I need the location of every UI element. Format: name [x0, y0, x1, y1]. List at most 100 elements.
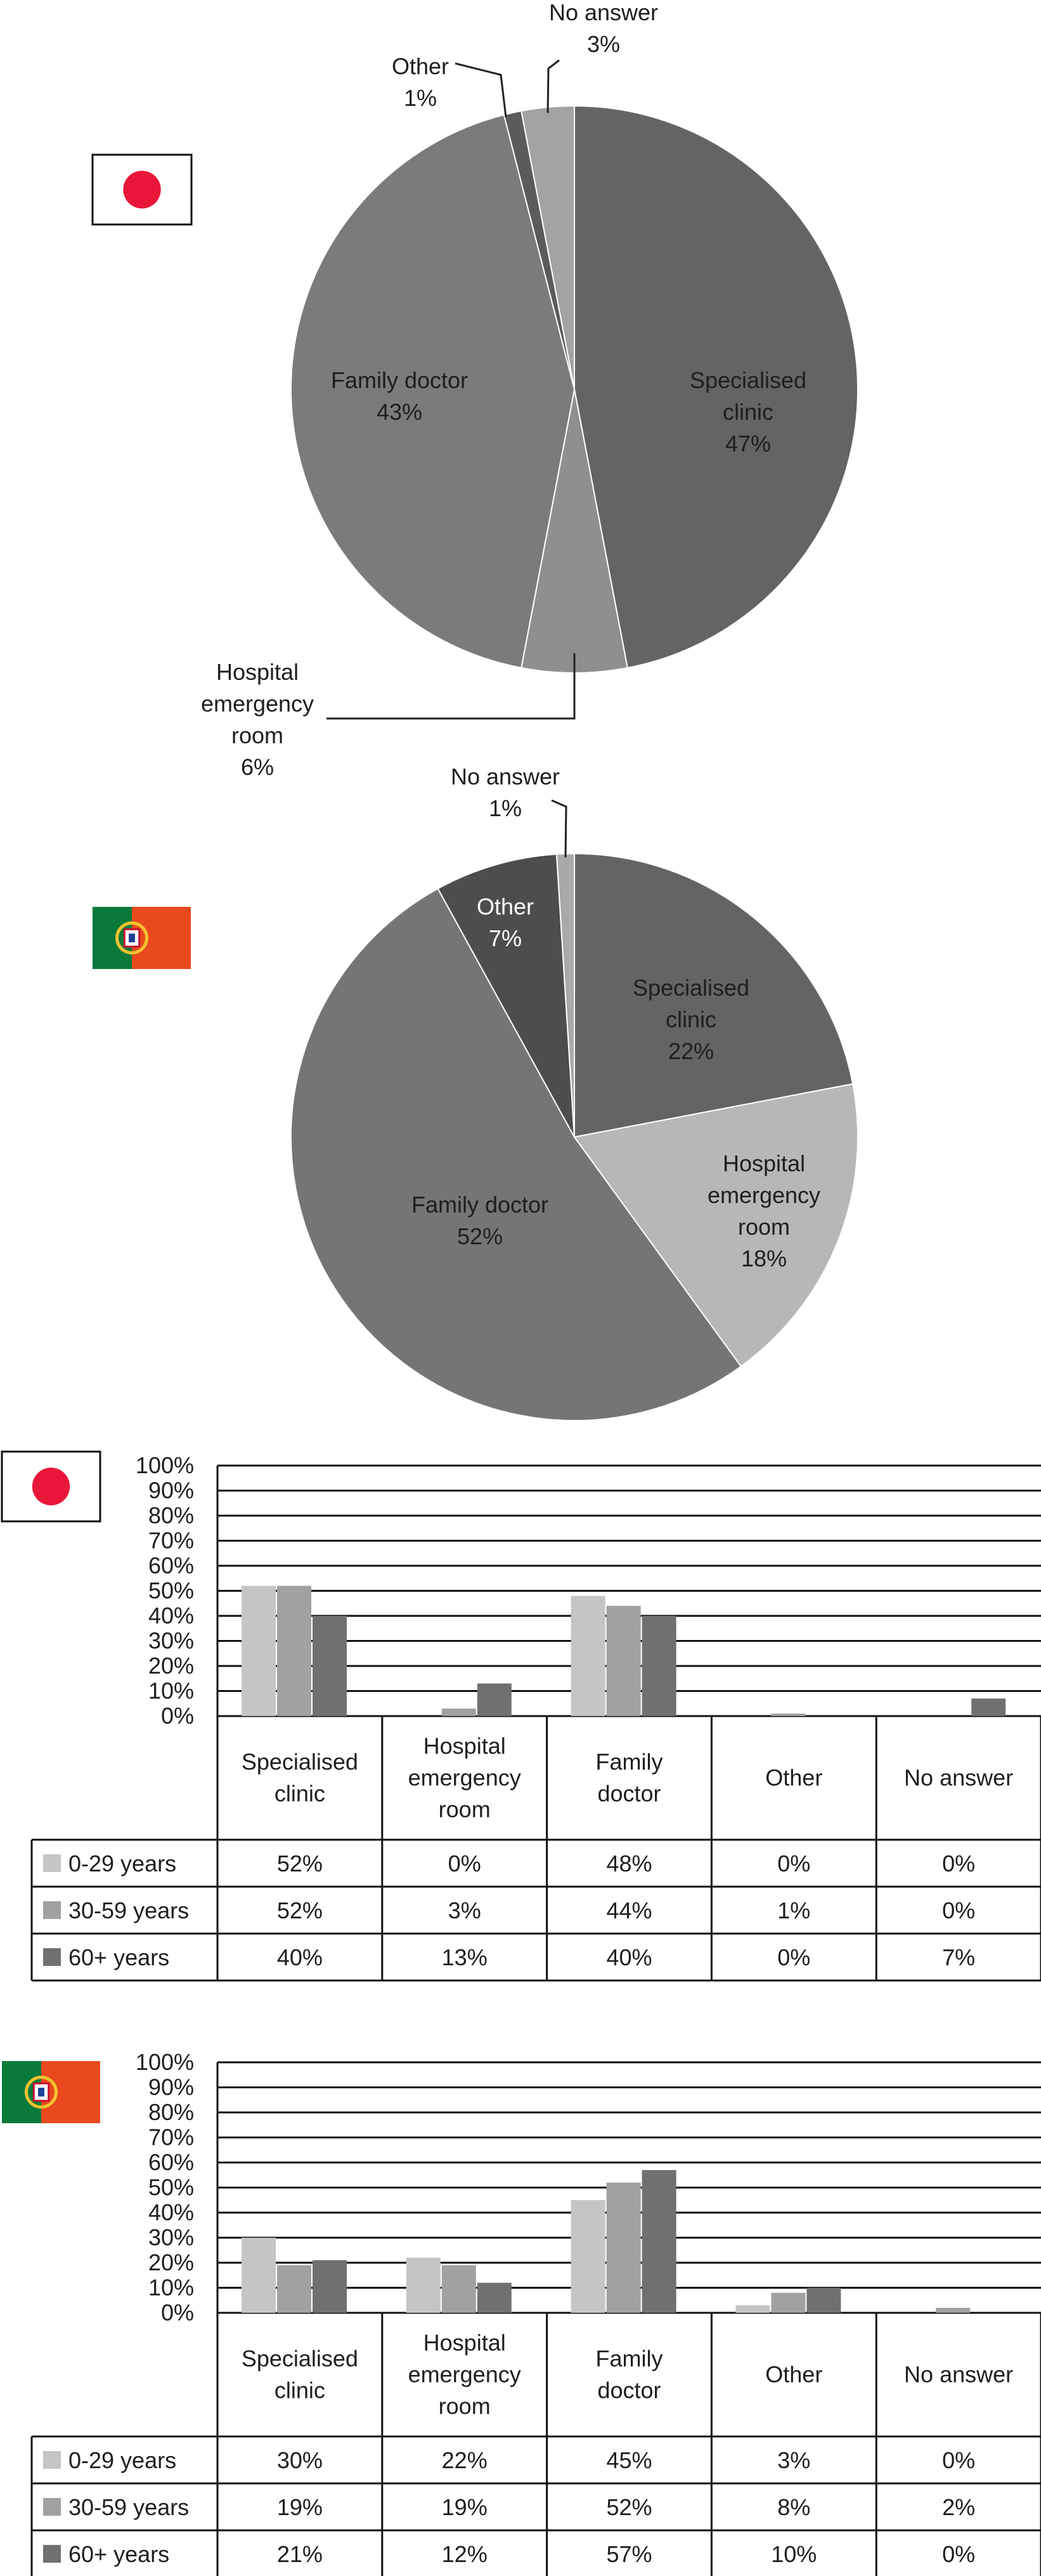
category-header: clinic	[275, 2378, 325, 2404]
pie-slice-label: Hospital	[216, 659, 299, 685]
bar	[571, 1596, 605, 1716]
y-tick-label: 50%	[148, 1578, 194, 1604]
callout-leader-line	[546, 59, 560, 114]
category-header: clinic	[275, 1781, 325, 1807]
pie-slice-label: 22%	[668, 1038, 714, 1064]
flag-armillary-sphere	[115, 921, 149, 955]
flag-red-band	[41, 2061, 100, 2123]
pie-slice-label: Other	[392, 53, 449, 79]
table-cell-value: 30%	[277, 2447, 323, 2473]
y-tick-label: 60%	[148, 1552, 194, 1578]
pie-slice-label: Other	[477, 894, 534, 920]
table-cell-value: 21%	[277, 2541, 323, 2567]
pie-slice	[574, 105, 858, 669]
bar	[936, 2308, 971, 2313]
category-header: doctor	[597, 2378, 661, 2404]
table-cell-value: 0%	[942, 1897, 975, 1923]
bar	[606, 1606, 641, 1716]
pie-slice	[573, 1083, 858, 1368]
y-tick-label: 40%	[148, 2199, 194, 2225]
legend-series-name: 0-29 years	[68, 1851, 176, 1877]
callout-leader-line	[455, 62, 507, 118]
category-header: emergency	[408, 1765, 521, 1791]
portugal-flag-bar-chart	[2, 2061, 100, 2123]
legend-swatch	[43, 2451, 61, 2469]
pie-slice-label: 3%	[587, 31, 620, 57]
bar	[313, 1616, 347, 1716]
japan-flag	[91, 153, 193, 226]
y-tick-label: 20%	[148, 2249, 194, 2275]
legend-swatch	[43, 2545, 61, 2563]
pie-slice	[574, 852, 854, 1138]
pie-slice-label: 6%	[241, 754, 274, 780]
table-cell-value: 12%	[442, 2541, 488, 2567]
callout-leader-line	[551, 799, 567, 858]
pie-slice	[290, 887, 742, 1421]
category-header: Hospital	[424, 2330, 506, 2356]
table-cell-value: 1%	[777, 1897, 810, 1923]
pie-slice-label: Specialised	[633, 975, 749, 1001]
y-tick-label: 70%	[148, 1528, 194, 1554]
table-cell-value: 19%	[442, 2494, 488, 2520]
bar	[971, 1698, 1006, 1716]
pie-slice	[437, 853, 575, 1138]
pie-slice-label: 1%	[489, 795, 522, 821]
legend-swatch	[43, 1854, 61, 1872]
bar	[313, 2260, 347, 2313]
flag-armillary-sphere	[24, 2075, 58, 2109]
legend-swatch	[43, 1948, 61, 1966]
pie-slice-label: 7%	[489, 925, 522, 951]
category-header: Family	[596, 1749, 663, 1775]
table-cell-value: 22%	[442, 2447, 488, 2473]
pie-slice-label: No answer	[549, 0, 658, 25]
table-cell-value: 52%	[277, 1897, 323, 1923]
portugal-flag	[93, 907, 191, 969]
y-tick-label: 10%	[148, 1678, 194, 1704]
pie-chart-1: Specialised clinic 47% Hospital emergency roo…	[201, 0, 858, 780]
category-header: room	[439, 2393, 491, 2419]
table-cell-value: 0%	[942, 1851, 975, 1877]
bar	[642, 2169, 676, 2313]
bar	[242, 1585, 276, 1716]
category-header: emergency	[408, 2362, 521, 2388]
pie-slice-label: 1%	[404, 85, 437, 111]
table-cell-value: 8%	[777, 2494, 810, 2520]
pie-slice-label: room	[231, 722, 283, 748]
pie-slice-label: Family doctor	[411, 1192, 548, 1218]
table-cell-value: 44%	[606, 1897, 652, 1923]
table-cell-value: 52%	[277, 1851, 323, 1877]
legend-series-name: 0-29 years	[68, 2447, 176, 2473]
flag-red-band	[132, 907, 191, 969]
bar	[477, 2282, 512, 2313]
y-tick-label: 100%	[136, 2049, 194, 2075]
y-tick-label: 80%	[148, 2099, 194, 2125]
table-cell-value: 57%	[606, 2541, 652, 2567]
legend-series-name: 60+ years	[68, 2541, 169, 2567]
bar	[477, 1683, 512, 1716]
y-tick-label: 80%	[148, 1502, 194, 1528]
pie-chart-2: Specialised clinic 22% Hospital emergency roo…	[290, 764, 858, 1421]
category-header: Specialised	[242, 1749, 358, 1775]
callout-leader-line	[327, 653, 576, 720]
table-cell-value: 7%	[942, 1944, 975, 1970]
table-cell-value: 0%	[777, 1851, 810, 1877]
table-cell-value: 40%	[277, 1944, 323, 1970]
table-cell-value: 0%	[942, 2447, 975, 2473]
category-header: Hospital	[424, 1733, 506, 1759]
table-cell-value: 52%	[606, 2494, 652, 2520]
pie-slice-label: clinic	[666, 1006, 716, 1032]
table-cell-value: 40%	[606, 1944, 652, 1970]
bar	[441, 1708, 476, 1716]
pie-slice-label: emergency	[708, 1182, 820, 1208]
y-tick-label: 100%	[136, 1452, 194, 1478]
table-cell-value: 2%	[942, 2494, 975, 2520]
legend-series-name: 30-59 years	[68, 1897, 189, 1923]
japan-flag-bar-chart	[1, 1450, 101, 1523]
category-header: No answer	[904, 2362, 1013, 2388]
y-tick-label: 20%	[148, 1653, 194, 1679]
flag-sun-disc	[32, 1467, 70, 1506]
flag-shield-center	[38, 2088, 44, 2097]
pie-slice-label: 18%	[741, 1246, 787, 1272]
bar	[571, 2200, 605, 2313]
